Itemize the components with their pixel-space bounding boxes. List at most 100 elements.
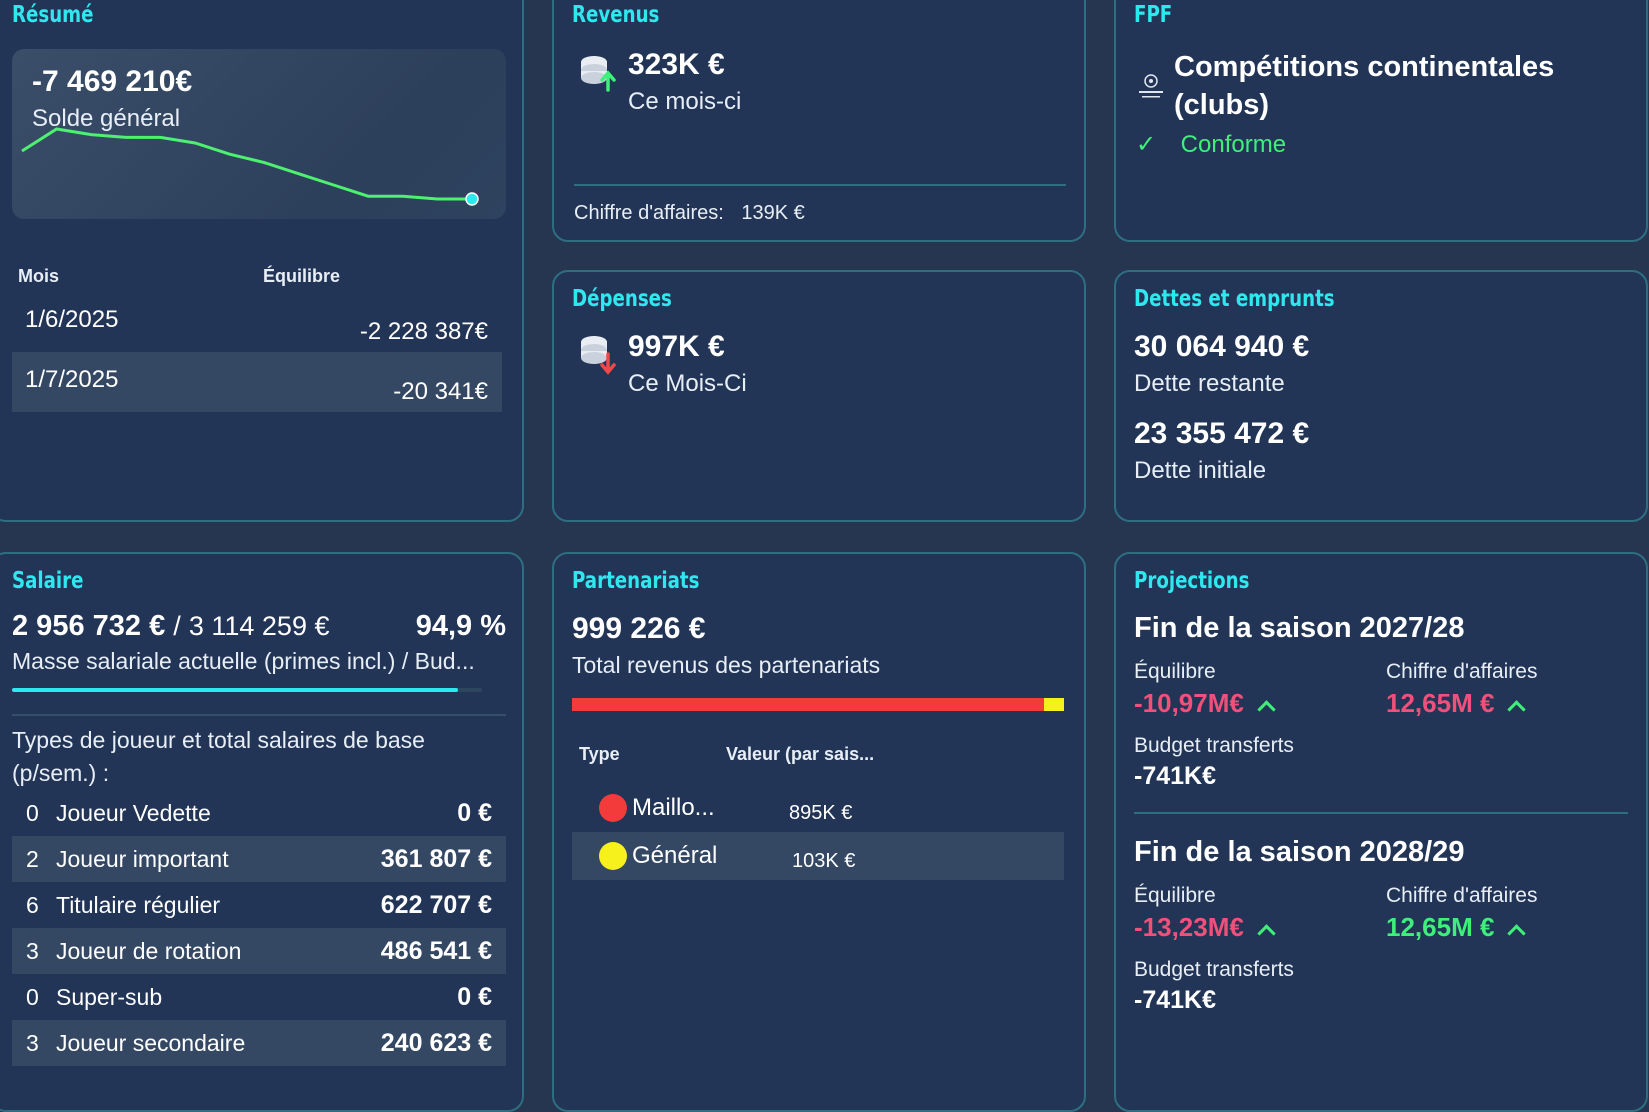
turnover-label: Chiffre d'affaires	[1386, 660, 1538, 683]
salaire-card[interactable]: Salaire 2 956 732 € / 3 114 259 € 94,9 %…	[0, 552, 524, 1112]
partnership-share-red	[572, 698, 1045, 711]
sparkline-end-point	[465, 192, 479, 206]
salary-row-amount: 486 541 €	[380, 937, 492, 965]
revenus-title: Revenus	[572, 2, 660, 28]
salary-row-count: 0	[26, 984, 39, 1010]
partnership-value: 103K €	[792, 850, 856, 872]
turnover-label: Chiffre d'affaires:	[574, 202, 724, 224]
equilibre-label: Équilibre	[1134, 884, 1216, 907]
initial-debt-label: Dette initiale	[1134, 457, 1267, 484]
equilibre-value: -13,23M€	[1134, 912, 1276, 943]
resume-row[interactable]: 1/6/2025 -2 228 387€	[12, 292, 502, 352]
depenses-card[interactable]: Dépenses 997K € Ce Mois-Ci	[552, 270, 1086, 522]
equilibre-amount: -10,97M€	[1134, 688, 1244, 718]
resume-row-value: -20 341€	[393, 378, 488, 405]
fpf-title: FPF	[1134, 2, 1173, 28]
equilibre-label: Équilibre	[1134, 660, 1216, 683]
chevron-up-icon	[1257, 699, 1276, 719]
salary-row-type: Joueur Vedette	[56, 800, 211, 826]
salary-row-type: Joueur important	[56, 846, 229, 872]
projection-season: Fin de la saison 2028/29 Équilibre -13,2…	[1134, 836, 1628, 1026]
salary-row[interactable]: 3 Joueur secondaire 240 623 €	[12, 1020, 506, 1066]
wage-separator: /	[173, 611, 181, 641]
salary-row-count: 2	[26, 846, 39, 872]
equilibre-value: -10,97M€	[1134, 688, 1276, 719]
player-types-heading: Types de joueur et total salaires de bas…	[12, 727, 425, 786]
salary-row-amount: 622 707 €	[380, 891, 492, 919]
projections-card[interactable]: Projections Fin de la saison 2027/28 Équ…	[1114, 552, 1648, 1112]
resume-card: Résumé -7 469 210€ Solde général Mois Éq…	[0, 0, 524, 522]
partnership-name: Général	[632, 842, 718, 869]
season-heading: Fin de la saison 2027/28	[1134, 612, 1465, 644]
salary-row-amount: 361 807 €	[380, 845, 492, 873]
salary-row-count: 0	[26, 800, 39, 826]
chevron-up-icon	[1257, 923, 1276, 943]
coins-up-icon	[581, 56, 616, 92]
salary-row-count: 3	[26, 938, 39, 964]
turnover-value: 12,65M €	[1386, 688, 1527, 719]
partnership-color-dot	[599, 842, 627, 870]
salary-row[interactable]: 0 Joueur Vedette 0 €	[12, 790, 506, 836]
salary-row-amount: 240 623 €	[380, 1029, 492, 1057]
dettes-card[interactable]: Dettes et emprunts 30 064 940 € Dette re…	[1114, 270, 1648, 522]
remaining-debt-label: Dette restante	[1134, 370, 1285, 397]
revenus-card[interactable]: Revenus 323K € Ce mois-ci Chiffre d'affa…	[552, 0, 1086, 242]
wage-percent: 94,9 %	[415, 610, 506, 642]
remaining-debt-amount: 30 064 940 €	[1134, 330, 1310, 363]
current-wage: 2 956 732 €	[12, 610, 166, 642]
revenus-period: Ce mois-ci	[628, 88, 742, 115]
turnover-row: Chiffre d'affaires: 139K €	[574, 202, 805, 225]
projections-divider	[1134, 812, 1628, 814]
partnership-color-dot	[599, 794, 627, 822]
partnership-share-bar	[572, 698, 1064, 711]
resume-title: Résumé	[12, 2, 94, 28]
partenariats-card[interactable]: Partenariats 999 226 € Total revenus des…	[552, 552, 1086, 1112]
fpf-card[interactable]: FPF Compétitions continentales (clubs) ✓…	[1114, 0, 1648, 242]
resume-row[interactable]: 1/7/2025 -20 341€	[12, 352, 502, 412]
salary-row-count: 6	[26, 892, 39, 918]
salary-row-type: Joueur de rotation	[56, 938, 242, 964]
partnership-col-type: Type	[579, 744, 620, 764]
check-icon: ✓	[1136, 131, 1157, 158]
partnership-col-value: Valeur (par sais...	[726, 744, 875, 764]
salary-row[interactable]: 6 Titulaire régulier 622 707 €	[12, 882, 506, 928]
depenses-amount: 997K €	[628, 330, 725, 363]
partnership-row[interactable]: Général 103K €	[572, 832, 1064, 880]
depenses-title: Dépenses	[572, 286, 672, 312]
partnership-name: Maillo...	[632, 794, 715, 821]
resume-row-value: -2 228 387€	[359, 318, 488, 345]
resume-col-balance: Équilibre	[263, 266, 341, 286]
salary-row[interactable]: 0 Super-sub 0 €	[12, 974, 506, 1020]
salary-row-type: Titulaire régulier	[56, 892, 221, 918]
wage-progress-track	[12, 688, 482, 692]
transfer-budget-value: -741K€	[1134, 762, 1216, 790]
salary-row-count: 3	[26, 1030, 39, 1056]
turnover-value: 12,65M €	[1386, 912, 1527, 943]
revenus-amount: 323K €	[628, 48, 725, 81]
partnership-total: 999 226 €	[572, 612, 706, 645]
balance-panel[interactable]: -7 469 210€ Solde général	[12, 49, 506, 219]
salary-row[interactable]: 3 Joueur de rotation 486 541 €	[12, 928, 506, 974]
salary-row[interactable]: 2 Joueur important 361 807 €	[12, 836, 506, 882]
transfer-budget-label: Budget transferts	[1134, 958, 1294, 981]
transfer-budget-value: -741K€	[1134, 986, 1216, 1014]
partnership-total-label: Total revenus des partenariats	[572, 652, 881, 678]
champions-league-logo-icon	[1139, 74, 1163, 98]
partnership-value: 895K €	[789, 802, 853, 824]
chevron-up-icon	[1507, 699, 1527, 719]
balance-sparkline	[21, 127, 479, 206]
initial-debt-amount: 23 355 472 €	[1134, 417, 1310, 450]
salary-row-amount: 0 €	[457, 799, 492, 827]
fpf-status: Conforme	[1180, 131, 1287, 158]
partenariats-title: Partenariats	[572, 568, 700, 594]
turnover-label: Chiffre d'affaires	[1386, 884, 1538, 907]
turnover-amount: 12,65M €	[1386, 912, 1495, 942]
salary-table: 0 Joueur Vedette 0 € 2 Joueur important …	[12, 790, 506, 1066]
partnership-row[interactable]: Maillo... 895K €	[572, 784, 1064, 832]
revenus-divider	[574, 184, 1066, 186]
transfer-budget-label: Budget transferts	[1134, 734, 1294, 757]
equilibre-amount: -13,23M€	[1134, 912, 1244, 942]
depenses-period: Ce Mois-Ci	[628, 370, 747, 397]
sparkline-line	[21, 127, 472, 201]
season-heading: Fin de la saison 2028/29	[1134, 836, 1465, 868]
